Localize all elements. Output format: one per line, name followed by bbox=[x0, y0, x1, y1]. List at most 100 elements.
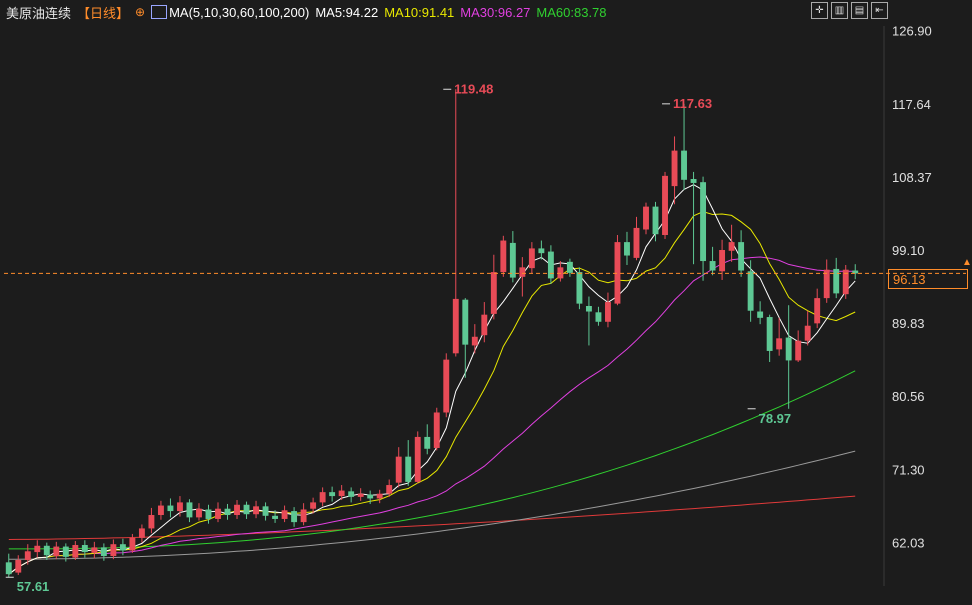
candle-body bbox=[452, 298, 459, 354]
candle-body bbox=[424, 436, 431, 449]
candle-body bbox=[557, 267, 564, 279]
candle-body bbox=[500, 240, 507, 273]
candle-body bbox=[53, 546, 60, 557]
y-tick-label: 62.03 bbox=[892, 535, 925, 550]
candle-body bbox=[585, 306, 592, 312]
candle-body bbox=[795, 340, 802, 361]
candle-body bbox=[538, 248, 545, 254]
candle-body bbox=[291, 511, 298, 523]
ma5-value: MA5:94.22 bbox=[315, 4, 379, 20]
candle-body bbox=[81, 544, 88, 553]
candle-body bbox=[281, 510, 288, 519]
settings-icon[interactable]: ⊕ bbox=[135, 5, 146, 19]
candle-body bbox=[367, 494, 374, 499]
ma5-line bbox=[8, 184, 856, 575]
candle-body bbox=[138, 528, 145, 538]
candle-body bbox=[348, 491, 355, 497]
candle-body bbox=[852, 270, 859, 274]
candle-body bbox=[43, 545, 50, 556]
candle-body bbox=[785, 337, 792, 361]
candle-body bbox=[823, 269, 830, 299]
y-tick-label: 80.56 bbox=[892, 389, 925, 404]
candle-body bbox=[747, 271, 754, 311]
candle-body bbox=[566, 261, 573, 273]
extreme-label: 57.61 bbox=[17, 579, 50, 594]
ma60-line bbox=[8, 370, 856, 550]
zoom-out-icon[interactable]: ▤ bbox=[851, 2, 868, 19]
candle-body bbox=[157, 505, 164, 516]
candle-body bbox=[272, 515, 279, 519]
candle-body bbox=[842, 269, 849, 295]
current-price-arrow-icon: ▲ bbox=[962, 257, 972, 268]
candle-body bbox=[395, 456, 402, 483]
candle-body bbox=[766, 317, 773, 351]
candle-body bbox=[414, 436, 421, 482]
crosshair-icon[interactable]: ✛ bbox=[811, 2, 828, 19]
candle-body bbox=[15, 559, 22, 573]
period-tag[interactable]: 【日线】 bbox=[77, 5, 130, 21]
candle-body bbox=[671, 150, 678, 187]
candle-body bbox=[757, 311, 764, 318]
instrument-title: 美原油连续 bbox=[6, 5, 72, 21]
candle-body bbox=[528, 248, 535, 269]
candle-body bbox=[490, 272, 497, 314]
candle-body bbox=[462, 299, 469, 345]
candle-body bbox=[633, 227, 640, 258]
candle-body bbox=[186, 502, 193, 518]
candle-body bbox=[547, 251, 554, 279]
candle-body bbox=[300, 509, 307, 523]
y-tick-label: 126.90 bbox=[892, 24, 932, 39]
back-icon[interactable]: ⇤ bbox=[871, 2, 888, 19]
candle-body bbox=[129, 537, 136, 551]
candle-body bbox=[433, 412, 440, 448]
candle-body bbox=[224, 508, 231, 516]
candle-body bbox=[148, 515, 155, 529]
y-tick-label: 71.30 bbox=[892, 462, 925, 477]
ma30-value: MA30:96.27 bbox=[460, 4, 531, 20]
candle-body bbox=[110, 544, 117, 557]
candle-body bbox=[119, 544, 126, 551]
ma60-value: MA60:83.78 bbox=[536, 4, 607, 20]
candle-body bbox=[576, 272, 583, 304]
candle-body bbox=[253, 506, 259, 515]
candle-body bbox=[262, 506, 269, 516]
candle-body bbox=[681, 150, 687, 180]
candle-body bbox=[243, 504, 250, 515]
candle-body bbox=[72, 544, 79, 558]
candle-body bbox=[167, 505, 174, 512]
candle-body bbox=[91, 547, 98, 553]
ma100-line bbox=[8, 450, 856, 560]
candle-body bbox=[24, 551, 31, 560]
candle-body bbox=[376, 493, 383, 499]
zoom-in-icon[interactable]: ▥ bbox=[831, 2, 848, 19]
candle-body bbox=[719, 250, 726, 272]
ma10-value: MA10:91.41 bbox=[384, 4, 455, 20]
candle-body bbox=[177, 502, 183, 512]
candle-body bbox=[310, 502, 317, 509]
candle-body bbox=[690, 179, 697, 183]
candle-body bbox=[357, 493, 364, 497]
extreme-label: 117.63 bbox=[673, 96, 712, 111]
candle-body bbox=[519, 267, 526, 277]
candle-body bbox=[319, 492, 326, 503]
candle-body bbox=[215, 508, 221, 519]
chart-header: 美原油连续 【日线】 ⊕ MA(5,10,30,60,100,200) MA5:… bbox=[0, 0, 972, 24]
candle-body bbox=[614, 242, 621, 304]
candle-body bbox=[643, 206, 649, 230]
candle-body bbox=[662, 175, 668, 236]
candle-body bbox=[738, 242, 745, 271]
candle-body bbox=[728, 242, 735, 251]
extreme-label: 78.97 bbox=[759, 411, 792, 426]
candle-body bbox=[709, 261, 716, 271]
candle-body bbox=[776, 338, 783, 350]
ma-params-label[interactable]: MA(5,10,30,60,100,200) bbox=[169, 4, 310, 20]
candle-body bbox=[443, 359, 450, 413]
candle-body bbox=[595, 312, 602, 322]
candle-body bbox=[196, 508, 202, 518]
indicator-icon[interactable] bbox=[151, 5, 168, 19]
y-tick-label: 99.10 bbox=[892, 243, 925, 258]
candle-body bbox=[481, 314, 488, 336]
candle-body bbox=[338, 490, 345, 497]
candle-body bbox=[833, 268, 840, 294]
